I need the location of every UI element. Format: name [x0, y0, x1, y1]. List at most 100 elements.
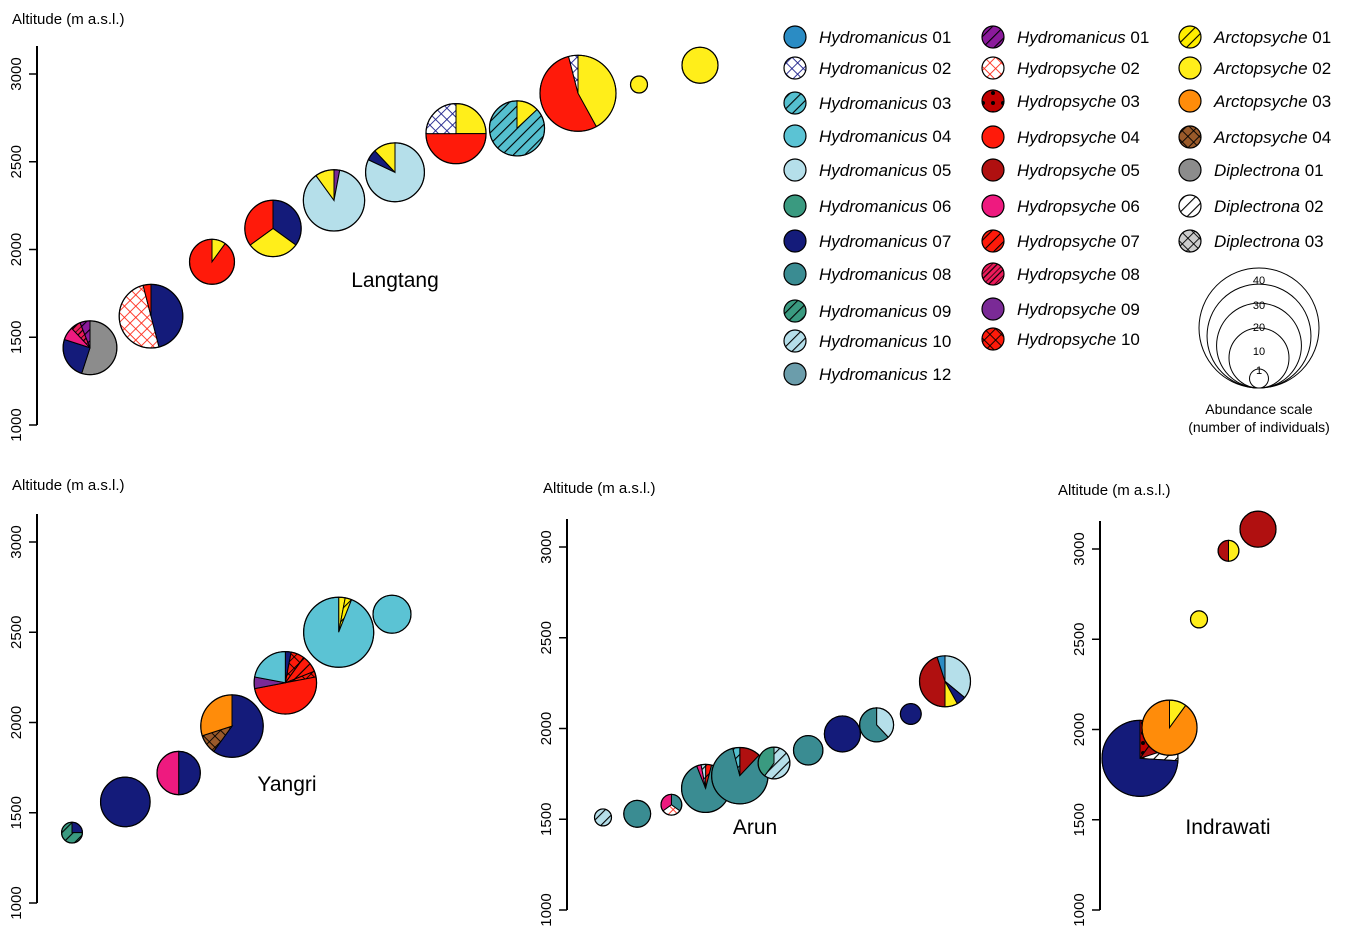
scale-value: 20 [1253, 322, 1265, 334]
pie-outline [200, 694, 264, 758]
pie-outline [488, 100, 546, 157]
legend-item-y08: Hydropsyche 08 [981, 262, 1140, 286]
legend-label: Hydromanicus 07 [819, 232, 951, 251]
pie-outline [99, 776, 151, 828]
site-pie [823, 715, 862, 753]
legend-swatch [783, 194, 807, 218]
legend-item-y03: Hydropsyche 03 [981, 89, 1140, 113]
legend-item-a01: Arctopsyche 01 [1178, 25, 1331, 49]
pie-outline [302, 169, 366, 232]
legend-item-y01: Hydromanicus 01 [981, 25, 1149, 49]
panel-arun: 1000 1500 2000 2500 3000 Altitude (m a.s.l.) A… [538, 480, 972, 927]
legend-item-y02: Hydropsyche 02 [981, 56, 1140, 80]
site-pie [425, 103, 487, 165]
legend-swatch [1178, 89, 1202, 113]
pie-outline [899, 702, 922, 725]
y-tick-label: 1500 [1071, 803, 1088, 836]
legend-item-h06: Hydromanicus 06 [783, 194, 951, 218]
y-tick-label: 3000 [8, 57, 25, 90]
legend-swatch [783, 158, 807, 182]
site-pie [244, 199, 302, 258]
site-pie [711, 746, 769, 805]
legend-label: Hydropsyche 05 [1017, 161, 1140, 180]
site-pie [1217, 539, 1240, 562]
site-pie [660, 793, 683, 816]
site-pie [99, 776, 151, 828]
legend-label: Arctopsyche 01 [1213, 28, 1331, 47]
legend-item-h02: Hydromanicus 02 [783, 56, 951, 80]
panel-yangri: 1000 1500 2000 2500 3000 Altitude (m a.s.l.) Y… [8, 477, 412, 920]
legend-swatch [783, 229, 807, 253]
legend-label: Hydromanicus 09 [819, 302, 951, 321]
legend-item-y09: Hydropsyche 09 [981, 297, 1140, 321]
pie-outline [303, 596, 375, 668]
site-pie [488, 100, 546, 157]
site-pie [681, 46, 719, 84]
site-pie [899, 702, 922, 725]
pie-outline [1141, 699, 1198, 756]
pie-outline [118, 283, 184, 349]
legend-label: Arctopsyche 04 [1213, 128, 1331, 147]
y-tick-label: 2000 [8, 706, 25, 739]
pie-slice-H07 [178, 750, 201, 796]
pie-slice-A02 [1228, 539, 1240, 562]
site-pie [539, 54, 617, 132]
site-pie [918, 655, 972, 708]
legend-label: Diplectrona 03 [1214, 232, 1324, 251]
legend-swatch [783, 329, 807, 353]
pie-outline [660, 793, 683, 816]
pie-outline [62, 320, 118, 376]
legend-swatch [1178, 194, 1202, 218]
legend-item-y06: Hydropsyche 06 [981, 194, 1140, 218]
legend-swatch [981, 229, 1005, 253]
legend-item-h12: Hydromanicus 12 [783, 362, 951, 386]
site-pie [118, 283, 184, 349]
y-tick-label: 3000 [538, 530, 555, 563]
legend-swatch [1178, 125, 1202, 149]
legend-swatch [783, 56, 807, 80]
site-pie [156, 750, 201, 796]
legend-item-h08: Hydromanicus 08 [783, 262, 951, 286]
legend-swatch [981, 327, 1005, 351]
legend-label: Hydromanicus 03 [819, 94, 951, 113]
pie-outline [757, 746, 791, 780]
y-tick-label: 1000 [538, 893, 555, 926]
y-tick-label: 2000 [8, 233, 25, 266]
legend-swatch [981, 89, 1005, 113]
y-axis-label: Altitude (m a.s.l.) [12, 11, 125, 28]
pie-outline [372, 594, 412, 634]
legend-swatch [981, 56, 1005, 80]
pie-outline [539, 54, 617, 132]
site-pie [623, 799, 652, 828]
legend-label: Arctopsyche 02 [1213, 59, 1331, 78]
legend-label: Hydromanicus 05 [819, 161, 951, 180]
y-tick-label: 2500 [8, 616, 25, 649]
legend-label: Diplectrona 01 [1214, 161, 1324, 180]
legend-item-y04: Hydropsyche 04 [981, 125, 1140, 149]
scale-value: 30 [1253, 300, 1265, 312]
legend-label: Hydropsyche 06 [1017, 197, 1140, 216]
pie-outline [623, 799, 652, 828]
pie-slice-Y05 [1217, 539, 1229, 562]
y-tick-label: 1500 [8, 321, 25, 354]
pie-outline [1101, 719, 1179, 797]
y-tick-label: 2000 [538, 712, 555, 745]
legend-swatch [783, 262, 807, 286]
pie-slice-Y04 [425, 133, 487, 165]
legend-swatch [1178, 25, 1202, 49]
pie-outline [629, 75, 649, 94]
legend-item-h01: Hydromanicus 01 [783, 25, 951, 49]
pie-slice-Y06 [156, 750, 180, 796]
legend-label: Hydropsyche 04 [1017, 128, 1140, 147]
legend-swatch [783, 25, 807, 49]
legend-swatch [981, 158, 1005, 182]
pie-outline [792, 734, 824, 766]
y-tick-label: 1500 [538, 803, 555, 836]
legend-swatch [783, 362, 807, 386]
y-tick-label: 2500 [1071, 623, 1088, 656]
legend-label: Hydromanicus 01 [1017, 28, 1149, 47]
legend-item-d02: Diplectrona 02 [1178, 194, 1324, 218]
pie-outline [188, 238, 236, 285]
legend-swatch [981, 25, 1005, 49]
